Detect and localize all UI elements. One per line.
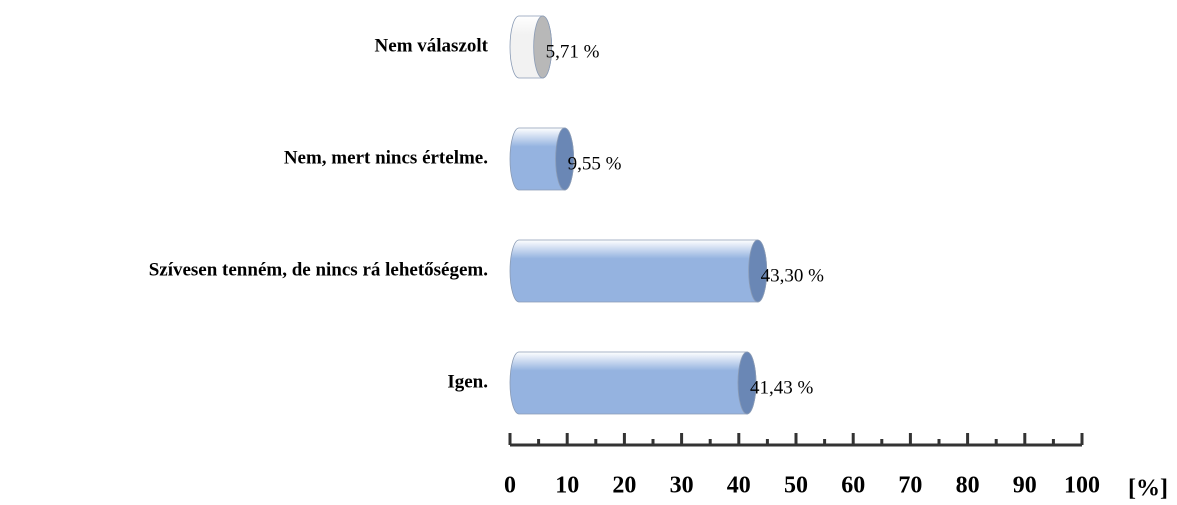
x-tick-label: 40 xyxy=(727,473,751,499)
bar-cap xyxy=(748,239,768,303)
x-tick-label: 20 xyxy=(612,473,636,499)
x-tick-label: 100 xyxy=(1064,473,1100,499)
value-label: 41,43 % xyxy=(750,377,814,398)
x-tick-label: 10 xyxy=(555,473,579,499)
bar-cap xyxy=(737,351,757,415)
bar-cap xyxy=(533,15,553,79)
x-tick-label: 90 xyxy=(1013,473,1037,499)
x-tick-label: 70 xyxy=(898,473,922,499)
x-axis-label: [%] xyxy=(1128,476,1168,502)
x-tick-label: 80 xyxy=(956,473,980,499)
category-label: Nem, mert nincs értelme. xyxy=(284,147,488,168)
value-label: 9,55 % xyxy=(568,153,622,174)
x-tick-label: 30 xyxy=(670,473,694,499)
category-label: Nem válaszolt xyxy=(375,35,489,56)
x-tick-label: 0 xyxy=(504,473,516,499)
bar xyxy=(509,351,757,415)
x-tick-label: 50 xyxy=(784,473,808,499)
value-label: 5,71 % xyxy=(546,41,600,62)
value-label: 43,30 % xyxy=(761,265,825,286)
bar-cap xyxy=(555,127,575,191)
x-tick-label: 60 xyxy=(841,473,865,499)
bar xyxy=(509,239,768,303)
category-label: Igen. xyxy=(447,371,488,392)
category-label: Szívesen tenném, de nincs rá lehetőségem… xyxy=(149,259,488,280)
